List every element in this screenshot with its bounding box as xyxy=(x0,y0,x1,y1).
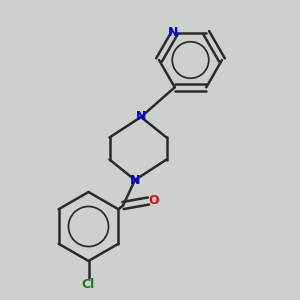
Text: O: O xyxy=(148,194,159,208)
Text: N: N xyxy=(130,174,140,188)
Text: Cl: Cl xyxy=(82,278,95,291)
Text: N: N xyxy=(168,26,178,39)
Text: N: N xyxy=(136,110,146,123)
